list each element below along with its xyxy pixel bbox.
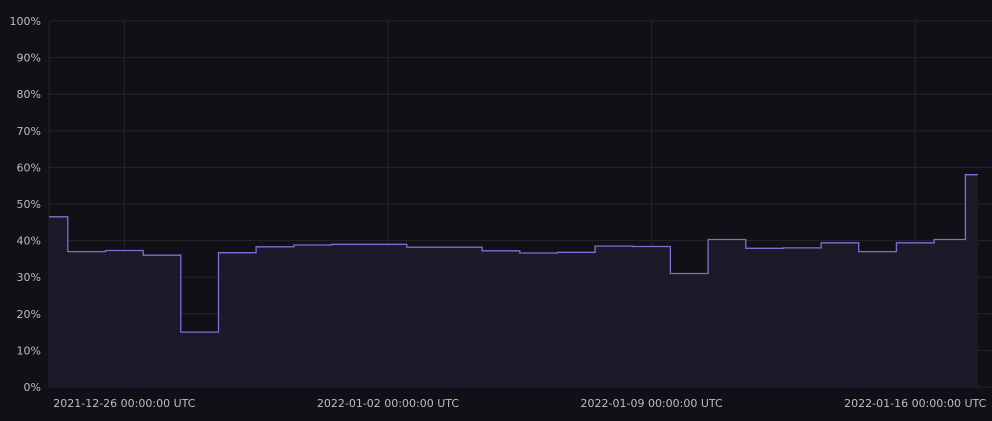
x-tick-label: 2022-01-09 00:00:00 UTC [581, 397, 723, 410]
series-line [49, 174, 978, 333]
y-tick-label: 40% [17, 235, 41, 248]
y-tick-label: 0% [24, 381, 41, 394]
y-tick-label: 30% [17, 271, 41, 284]
x-tick-label: 2021-12-26 00:00:00 UTC [53, 397, 195, 410]
y-tick-label: 100% [10, 15, 41, 28]
series-area [49, 174, 978, 387]
y-tick-label: 20% [17, 308, 41, 321]
x-tick-label: 2022-01-02 00:00:00 UTC [317, 397, 459, 410]
x-tick-label: 2022-01-16 00:00:00 UTC [844, 397, 986, 410]
y-tick-label: 50% [17, 198, 41, 211]
y-tick-label: 60% [17, 161, 41, 174]
y-tick-label: 80% [17, 88, 41, 101]
y-tick-label: 90% [17, 52, 41, 65]
y-tick-label: 70% [17, 125, 41, 138]
y-tick-label: 10% [17, 344, 41, 357]
